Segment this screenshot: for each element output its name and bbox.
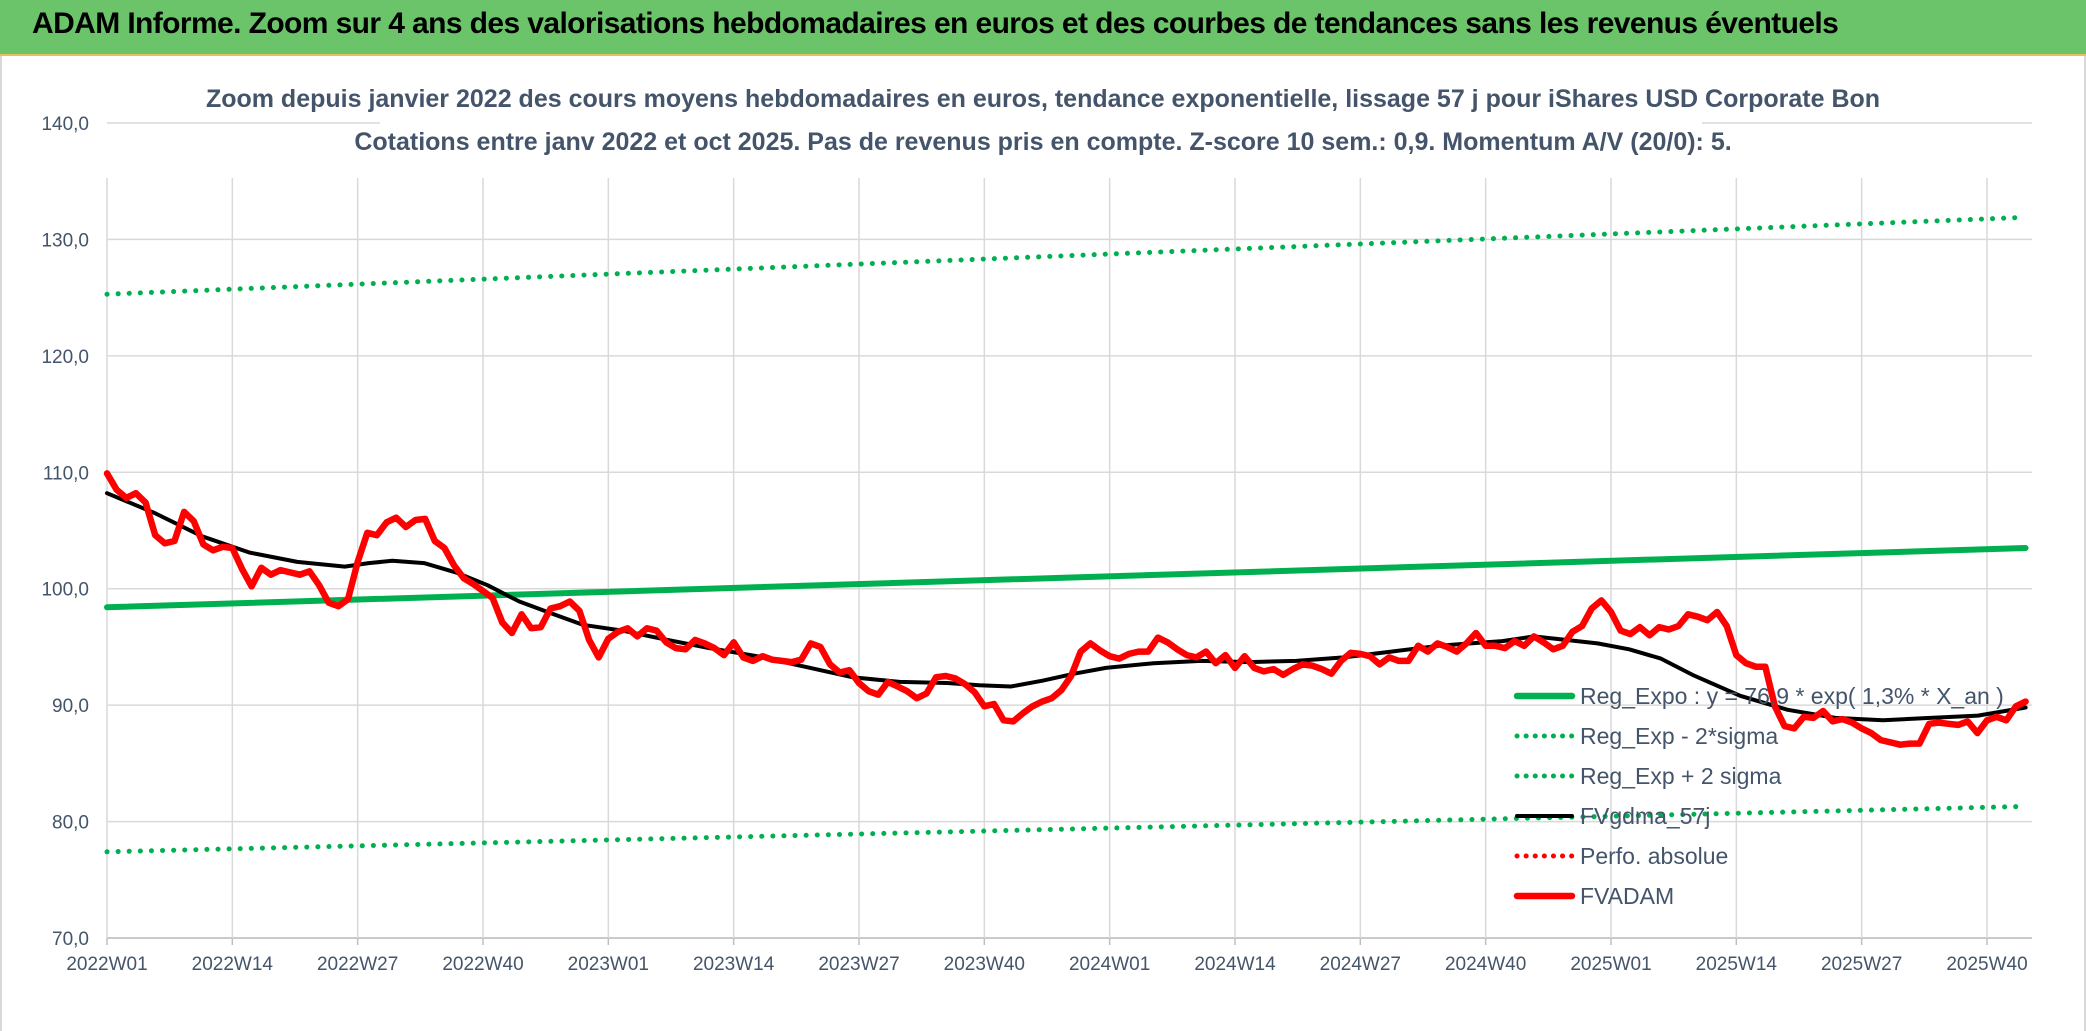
x-tick-label: 2022W40 [442,954,523,975]
x-tick-label: 2022W01 [66,954,147,975]
x-tick-label: 2023W40 [944,954,1025,975]
legend-label: Perfo. absolue [1580,843,1728,869]
y-tick-label: 110,0 [43,463,89,484]
report-title: ADAM Informe. Zoom sur 4 ans des valoris… [32,7,1839,40]
y-tick-label: 70,0 [52,929,89,950]
y-tick-label: 90,0 [52,696,89,717]
chart-title: Zoom depuis janvier 2022 des cours moyen… [206,85,1880,113]
x-tick-label: 2025W14 [1696,954,1778,975]
y-tick-label: 100,0 [41,580,89,601]
x-tick-label: 2023W27 [818,954,899,975]
series-line-5 [103,470,2029,748]
legend-label: FVgdma_57j [1580,803,1710,829]
legend-label: Reg_Exp + 2 sigma [1580,763,1782,789]
series-line-1 [104,803,2029,855]
x-axis-ticks: 2022W01 2022W14 2022W27 2022W40 2023W01 2023W… [66,954,2027,975]
trend-chart: 70,0 80,0 90,0 100,0 110,0 120,0 130,0 140,0 20… [41,76,2032,975]
y-tick-label: 130,0 [41,230,89,251]
series-line-3 [105,491,2028,723]
y-tick-label: 120,0 [41,347,89,368]
x-tick-label: 2025W01 [1570,954,1651,975]
x-tick-label: 2024W01 [1069,954,1150,975]
x-tick-label: 2022W27 [317,954,398,975]
x-tick-label: 2023W01 [568,954,649,975]
legend: Reg_Expo : y = 76,9 * exp( 1,3% * X_an )… [1513,683,2004,909]
x-tick-label: 2024W27 [1320,954,1401,975]
series-line-0 [104,545,2029,611]
x-tick-label: 2024W40 [1445,954,1526,975]
x-tick-label: 2024W14 [1194,954,1276,975]
y-tick-label: 80,0 [52,813,89,834]
series-line-2 [104,214,2029,297]
chart-subtitle: Cotations entre janv 2022 et oct 2025. P… [354,128,1731,156]
x-tick-label: 2022W14 [192,954,274,975]
chart-area: 70,0 80,0 90,0 100,0 110,0 120,0 130,0 140,0 20… [0,56,2086,1031]
report-banner: ADAM Informe. Zoom sur 4 ans des valoris… [0,0,2086,56]
title-background [252,76,1832,118]
subtitle-background [380,120,1702,158]
y-tick-label: 140,0 [41,114,89,135]
legend-label: Reg_Expo : y = 76,9 * exp( 1,3% * X_an ) [1580,683,2004,709]
legend-label: FVADAM [1580,883,1674,909]
grid-lines [106,122,2032,945]
y-axis-ticks: 70,0 80,0 90,0 100,0 110,0 120,0 130,0 140,0 [41,114,89,950]
x-tick-label: 2025W27 [1821,954,1902,975]
series-layer [103,214,2029,855]
x-tick-label: 2023W14 [693,954,775,975]
x-tick-label: 2025W40 [1946,954,2027,975]
legend-label: Reg_Exp - 2*sigma [1580,723,1778,749]
